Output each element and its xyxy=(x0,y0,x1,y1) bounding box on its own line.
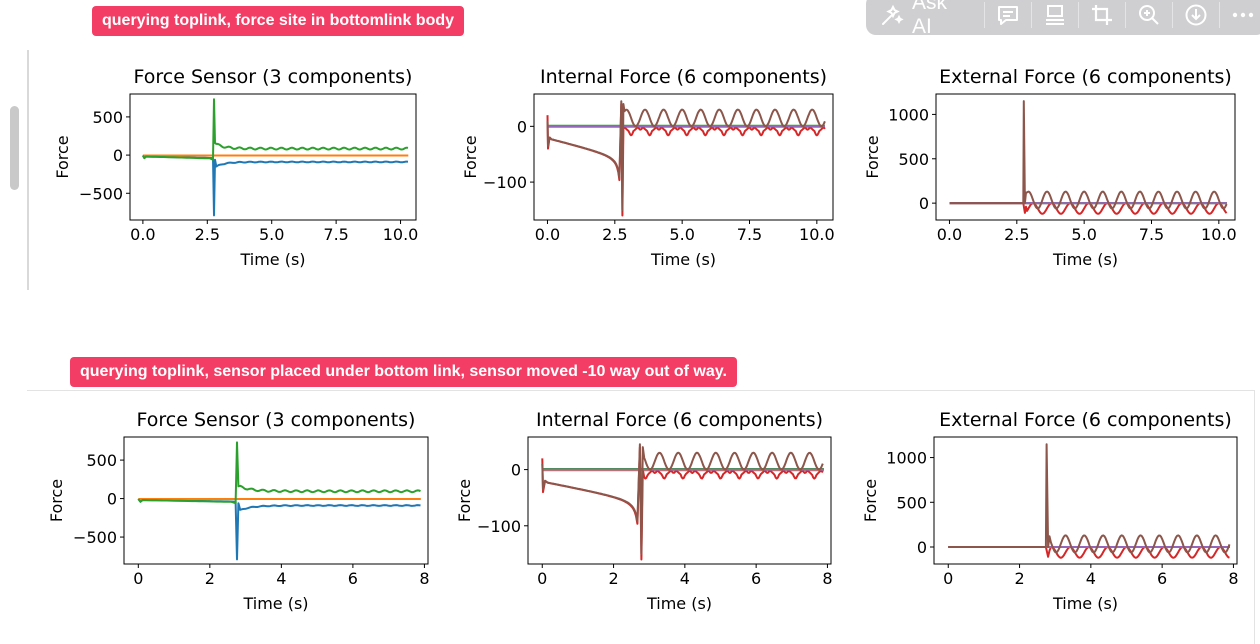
y-axis-label: Force xyxy=(47,479,66,522)
y-tick-label: 500 xyxy=(896,493,927,512)
ask-ai-label: Ask AI xyxy=(912,0,948,38)
axes-frame xyxy=(933,436,1238,565)
x-tick-label: 4 xyxy=(1086,569,1096,588)
series-line-c6 xyxy=(546,100,826,211)
x-tick-label: 5.0 xyxy=(259,225,284,244)
download-icon xyxy=(1185,4,1207,25)
y-tick-label: −500 xyxy=(73,528,117,547)
y-tick-label: 0 xyxy=(919,194,929,213)
y-tick-label: 500 xyxy=(92,108,123,127)
series-line-Fz xyxy=(142,98,409,161)
x-tick-label: 2.5 xyxy=(195,225,220,244)
axes-frame xyxy=(527,436,832,565)
x-tick-label: 10.0 xyxy=(383,225,419,244)
x-axis-label: Time (s) xyxy=(646,594,712,613)
chart-title: Internal Force (6 components) xyxy=(540,66,827,88)
series-line-c4 xyxy=(948,546,1230,559)
summary-button[interactable] xyxy=(1032,1,1079,28)
axes-frame xyxy=(935,93,1236,221)
scrollbar-thumb[interactable] xyxy=(10,106,19,190)
chart-title: External Force (6 components) xyxy=(939,409,1232,431)
x-tick-label: 2 xyxy=(608,569,618,588)
y-tick-label: −100 xyxy=(483,173,527,192)
y-axis-label: Force xyxy=(461,135,480,178)
x-tick-label: 5.0 xyxy=(669,225,694,244)
more-icon xyxy=(1232,12,1254,17)
x-tick-label: 10.0 xyxy=(799,225,835,244)
crop-button[interactable] xyxy=(1079,1,1126,28)
y-axis-label: Force xyxy=(455,479,474,522)
y-tick-label: 500 xyxy=(898,150,929,169)
series-line-c6 xyxy=(949,100,1228,210)
x-tick-label: 0 xyxy=(133,569,143,588)
x-tick-label: 0 xyxy=(537,569,547,588)
x-tick-label: 6 xyxy=(348,569,358,588)
x-tick-label: 0.0 xyxy=(937,225,962,244)
x-axis-label: Time (s) xyxy=(1052,594,1118,613)
x-tick-label: 7.5 xyxy=(1139,225,1164,244)
chart-title: External Force (6 components) xyxy=(939,66,1232,88)
x-tick-label: 0.0 xyxy=(535,225,560,244)
x-tick-label: 2.5 xyxy=(1004,225,1029,244)
x-tick-label: 8 xyxy=(1228,569,1238,588)
cell-divider-top xyxy=(27,390,1255,391)
comment-button[interactable] xyxy=(985,1,1032,28)
download-button[interactable] xyxy=(1173,1,1220,28)
x-tick-label: 8 xyxy=(822,569,832,588)
x-tick-label: 8 xyxy=(419,569,429,588)
x-tick-label: 5.0 xyxy=(1071,225,1096,244)
x-tick-label: 4 xyxy=(276,569,286,588)
section-label: querying toplink, sensor placed under bo… xyxy=(70,357,737,387)
cell-divider-right xyxy=(1254,390,1255,644)
y-tick-label: 0 xyxy=(917,538,927,557)
y-tick-label: 0 xyxy=(517,117,527,136)
x-tick-label: 7.5 xyxy=(737,225,762,244)
y-tick-label: 500 xyxy=(86,451,117,470)
x-tick-label: 10.0 xyxy=(1201,225,1237,244)
sparkle-icon xyxy=(880,4,904,26)
x-axis-label: Time (s) xyxy=(239,250,305,269)
chart-title: Force Sensor (3 components) xyxy=(134,66,413,88)
chart-title: Internal Force (6 components) xyxy=(536,409,823,431)
x-tick-label: 0 xyxy=(943,569,953,588)
x-tick-label: 4 xyxy=(680,569,690,588)
x-axis-label: Time (s) xyxy=(1052,250,1118,269)
x-tick-label: 2.5 xyxy=(602,225,627,244)
y-tick-label: −500 xyxy=(79,184,123,203)
chart-title: Force Sensor (3 components) xyxy=(137,409,416,431)
y-tick-label: 1000 xyxy=(886,449,927,468)
series-line-Fz xyxy=(137,441,421,505)
axes-frame xyxy=(533,93,834,221)
floating-toolbar: Ask AI xyxy=(866,0,1260,38)
y-tick-label: 0 xyxy=(107,490,117,509)
series-line-Fx xyxy=(142,155,409,217)
summary-icon xyxy=(1045,4,1064,25)
y-tick-label: −100 xyxy=(477,517,521,536)
crop-icon xyxy=(1091,4,1112,25)
y-tick-label: 0 xyxy=(113,146,123,165)
x-axis-label: Time (s) xyxy=(242,594,308,613)
cell-divider xyxy=(27,50,29,290)
zoom-in-button[interactable] xyxy=(1126,1,1173,28)
zoom-in-icon xyxy=(1138,4,1159,25)
x-tick-label: 0.0 xyxy=(130,225,155,244)
y-axis-label: Force xyxy=(863,135,882,178)
series-line-c6 xyxy=(541,443,824,555)
y-tick-label: 0 xyxy=(511,461,521,480)
series-line-c6 xyxy=(948,443,1231,554)
y-axis-label: Force xyxy=(53,135,72,178)
ask-ai-button[interactable]: Ask AI xyxy=(880,0,985,38)
more-button[interactable] xyxy=(1220,2,1260,28)
y-tick-label: 1000 xyxy=(888,105,929,124)
x-tick-label: 6 xyxy=(1157,569,1167,588)
x-axis-label: Time (s) xyxy=(650,250,716,269)
section-label: querying toplink, force site in bottomli… xyxy=(92,6,465,36)
x-tick-label: 7.5 xyxy=(323,225,348,244)
x-tick-label: 2 xyxy=(205,569,215,588)
x-tick-label: 6 xyxy=(751,569,761,588)
y-axis-label: Force xyxy=(861,479,880,522)
comment-icon xyxy=(997,5,1018,25)
x-tick-label: 2 xyxy=(1014,569,1024,588)
